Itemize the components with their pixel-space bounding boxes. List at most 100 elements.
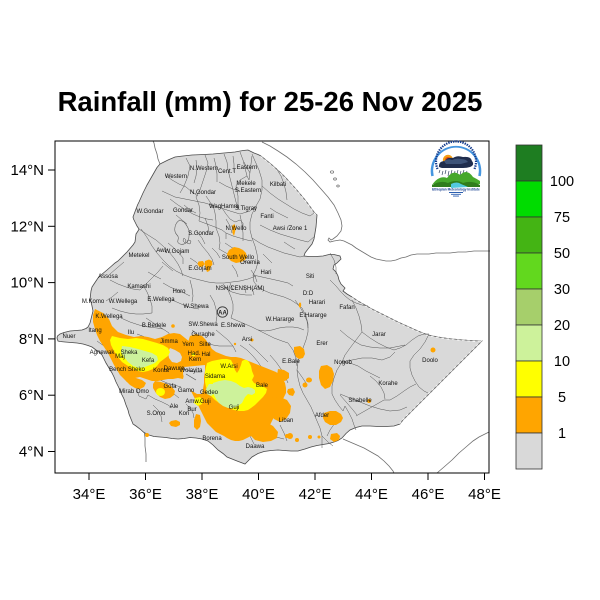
svg-text:Ilu: Ilu: [128, 330, 134, 336]
svg-text:Fafan: Fafan: [339, 305, 354, 311]
svg-text:Silte: Silte: [199, 342, 211, 348]
svg-text:14°N: 14°N: [10, 162, 44, 179]
svg-text:Yem: Yem: [182, 342, 194, 348]
svg-text:40°E: 40°E: [242, 486, 275, 503]
svg-text:10: 10: [554, 354, 570, 370]
svg-text:E.Hararge: E.Hararge: [299, 313, 327, 319]
svg-text:E.Bale: E.Bale: [282, 359, 300, 365]
svg-text:Assosa: Assosa: [98, 274, 118, 280]
svg-text:Bench Sheko: Bench Sheko: [109, 367, 145, 373]
svg-text:Jimma: Jimma: [160, 339, 178, 345]
svg-text:Kamashi: Kamashi: [127, 284, 150, 290]
svg-text:Afder: Afder: [315, 413, 329, 419]
svg-text:Sidama: Sidama: [205, 374, 226, 380]
svg-text:Hari: Hari: [260, 270, 271, 276]
svg-text:W.Wellega: W.Wellega: [109, 299, 138, 305]
svg-text:M.Komo: M.Komo: [82, 299, 105, 305]
svg-text:Wolayita: Wolayita: [180, 368, 204, 374]
svg-text:Hal: Hal: [201, 352, 210, 358]
svg-text:30: 30: [554, 282, 570, 298]
svg-text:4°N: 4°N: [19, 444, 44, 461]
svg-text:Amw.Guji: Amw.Guji: [185, 399, 210, 405]
svg-text:Nuer: Nuer: [62, 334, 75, 340]
svg-text:Maj: Maj: [115, 354, 125, 360]
svg-text:6°N: 6°N: [19, 387, 44, 404]
svg-text:Guji: Guji: [229, 405, 240, 411]
svg-text:Cent.T: Cent.T: [218, 169, 236, 175]
svg-text:D:D: D:D: [303, 291, 314, 297]
svg-text:Gondar: Gondar: [173, 208, 193, 214]
svg-text:Eastern: Eastern: [237, 165, 258, 171]
svg-text:Awi: Awi: [156, 248, 166, 254]
svg-text:Liban: Liban: [279, 418, 294, 424]
svg-text:Shabelle: Shabelle: [348, 398, 372, 404]
svg-text:E.Shewa: E.Shewa: [221, 323, 246, 329]
svg-text:W.Gojam: W.Gojam: [165, 249, 190, 255]
svg-text:Nogob: Nogob: [334, 360, 352, 366]
svg-text:100: 100: [550, 174, 574, 190]
svg-text:Dawuro: Dawuro: [164, 366, 185, 372]
svg-text:Agnewak: Agnewak: [90, 350, 116, 356]
svg-text:W.Shewa: W.Shewa: [183, 304, 209, 310]
svg-text:48°E: 48°E: [468, 486, 501, 503]
svg-text:10°N: 10°N: [10, 275, 44, 292]
svg-text:Western: Western: [165, 174, 187, 180]
svg-text:Had.: Had.: [188, 351, 201, 357]
svg-text:Bur: Bur: [187, 407, 196, 413]
svg-text:46°E: 46°E: [412, 486, 445, 503]
svg-text:Erer: Erer: [316, 341, 327, 347]
svg-text:Arsi: Arsi: [242, 337, 252, 343]
svg-text:36°E: 36°E: [129, 486, 162, 503]
svg-text:20: 20: [554, 318, 570, 334]
svg-text:Harari: Harari: [309, 300, 325, 306]
svg-text:Mirab Omo: Mirab Omo: [119, 389, 149, 395]
svg-text:Awsi /Zone 1: Awsi /Zone 1: [273, 226, 308, 232]
svg-text:N.Gondar: N.Gondar: [190, 190, 216, 196]
svg-text:Bale: Bale: [256, 383, 269, 389]
svg-text:38°E: 38°E: [186, 486, 219, 503]
svg-text:S.Eastern: S.Eastern: [235, 188, 261, 194]
svg-text:WagHamra: WagHamra: [209, 204, 240, 210]
svg-text:Sheka: Sheka: [120, 350, 138, 356]
svg-text:Ale: Ale: [170, 404, 179, 410]
svg-text:5: 5: [558, 390, 566, 406]
svg-text:Gedeo: Gedeo: [200, 390, 219, 396]
svg-text:Mekele: Mekele: [236, 181, 256, 187]
svg-text:12°N: 12°N: [10, 218, 44, 235]
svg-text:AA: AA: [218, 311, 227, 317]
svg-text:B.Bedele: B.Bedele: [142, 323, 167, 329]
svg-text:K.Wellega: K.Wellega: [95, 314, 123, 320]
svg-text:44°E: 44°E: [355, 486, 388, 503]
svg-text:75: 75: [554, 210, 570, 226]
svg-text:Siti: Siti: [306, 274, 314, 280]
svg-text:Kefa: Kefa: [142, 358, 155, 364]
svg-text:W.Gondar: W.Gondar: [136, 209, 163, 215]
svg-text:N.Wello: N.Wello: [226, 226, 248, 232]
svg-text:Kilbati: Kilbati: [270, 182, 286, 188]
svg-text:8°N: 8°N: [19, 331, 44, 348]
svg-text:NSH(CENSH(AM): NSH(CENSH(AM): [216, 286, 265, 292]
svg-text:Gofa: Gofa: [163, 384, 177, 390]
svg-text:E.Wellega: E.Wellega: [147, 297, 175, 303]
svg-text:Fanti: Fanti: [260, 214, 273, 220]
svg-text:Kem: Kem: [189, 357, 201, 363]
svg-text:Gamo: Gamo: [178, 388, 195, 394]
svg-text:1: 1: [558, 426, 566, 442]
svg-text:E.Gojam: E.Gojam: [188, 266, 211, 272]
svg-text:Doolo: Doolo: [422, 358, 438, 364]
svg-text:Borena: Borena: [202, 436, 222, 442]
svg-text:Daawa: Daawa: [246, 444, 265, 450]
svg-text:Korahe: Korahe: [378, 381, 398, 387]
svg-text:Rainfall (mm) for 25-26 Nov 20: Rainfall (mm) for 25-26 Nov 2025: [58, 86, 483, 117]
svg-text:Konta: Konta: [153, 368, 169, 374]
svg-text:Oromia: Oromia: [240, 260, 260, 266]
svg-text:50: 50: [554, 246, 570, 262]
svg-text:Ethiopian Meteorology Institut: Ethiopian Meteorology Institute: [432, 188, 480, 192]
svg-text:South Wello: South Wello: [222, 255, 255, 261]
svg-text:W.Hararge: W.Hararge: [266, 317, 295, 323]
svg-text:N.Western: N.Western: [190, 166, 218, 172]
svg-text:SW.Shewa: SW.Shewa: [188, 322, 218, 328]
svg-text:W.Arsi: W.Arsi: [220, 364, 237, 370]
svg-text:S.Omo: S.Omo: [147, 411, 166, 417]
svg-text:Itang: Itang: [88, 328, 101, 334]
